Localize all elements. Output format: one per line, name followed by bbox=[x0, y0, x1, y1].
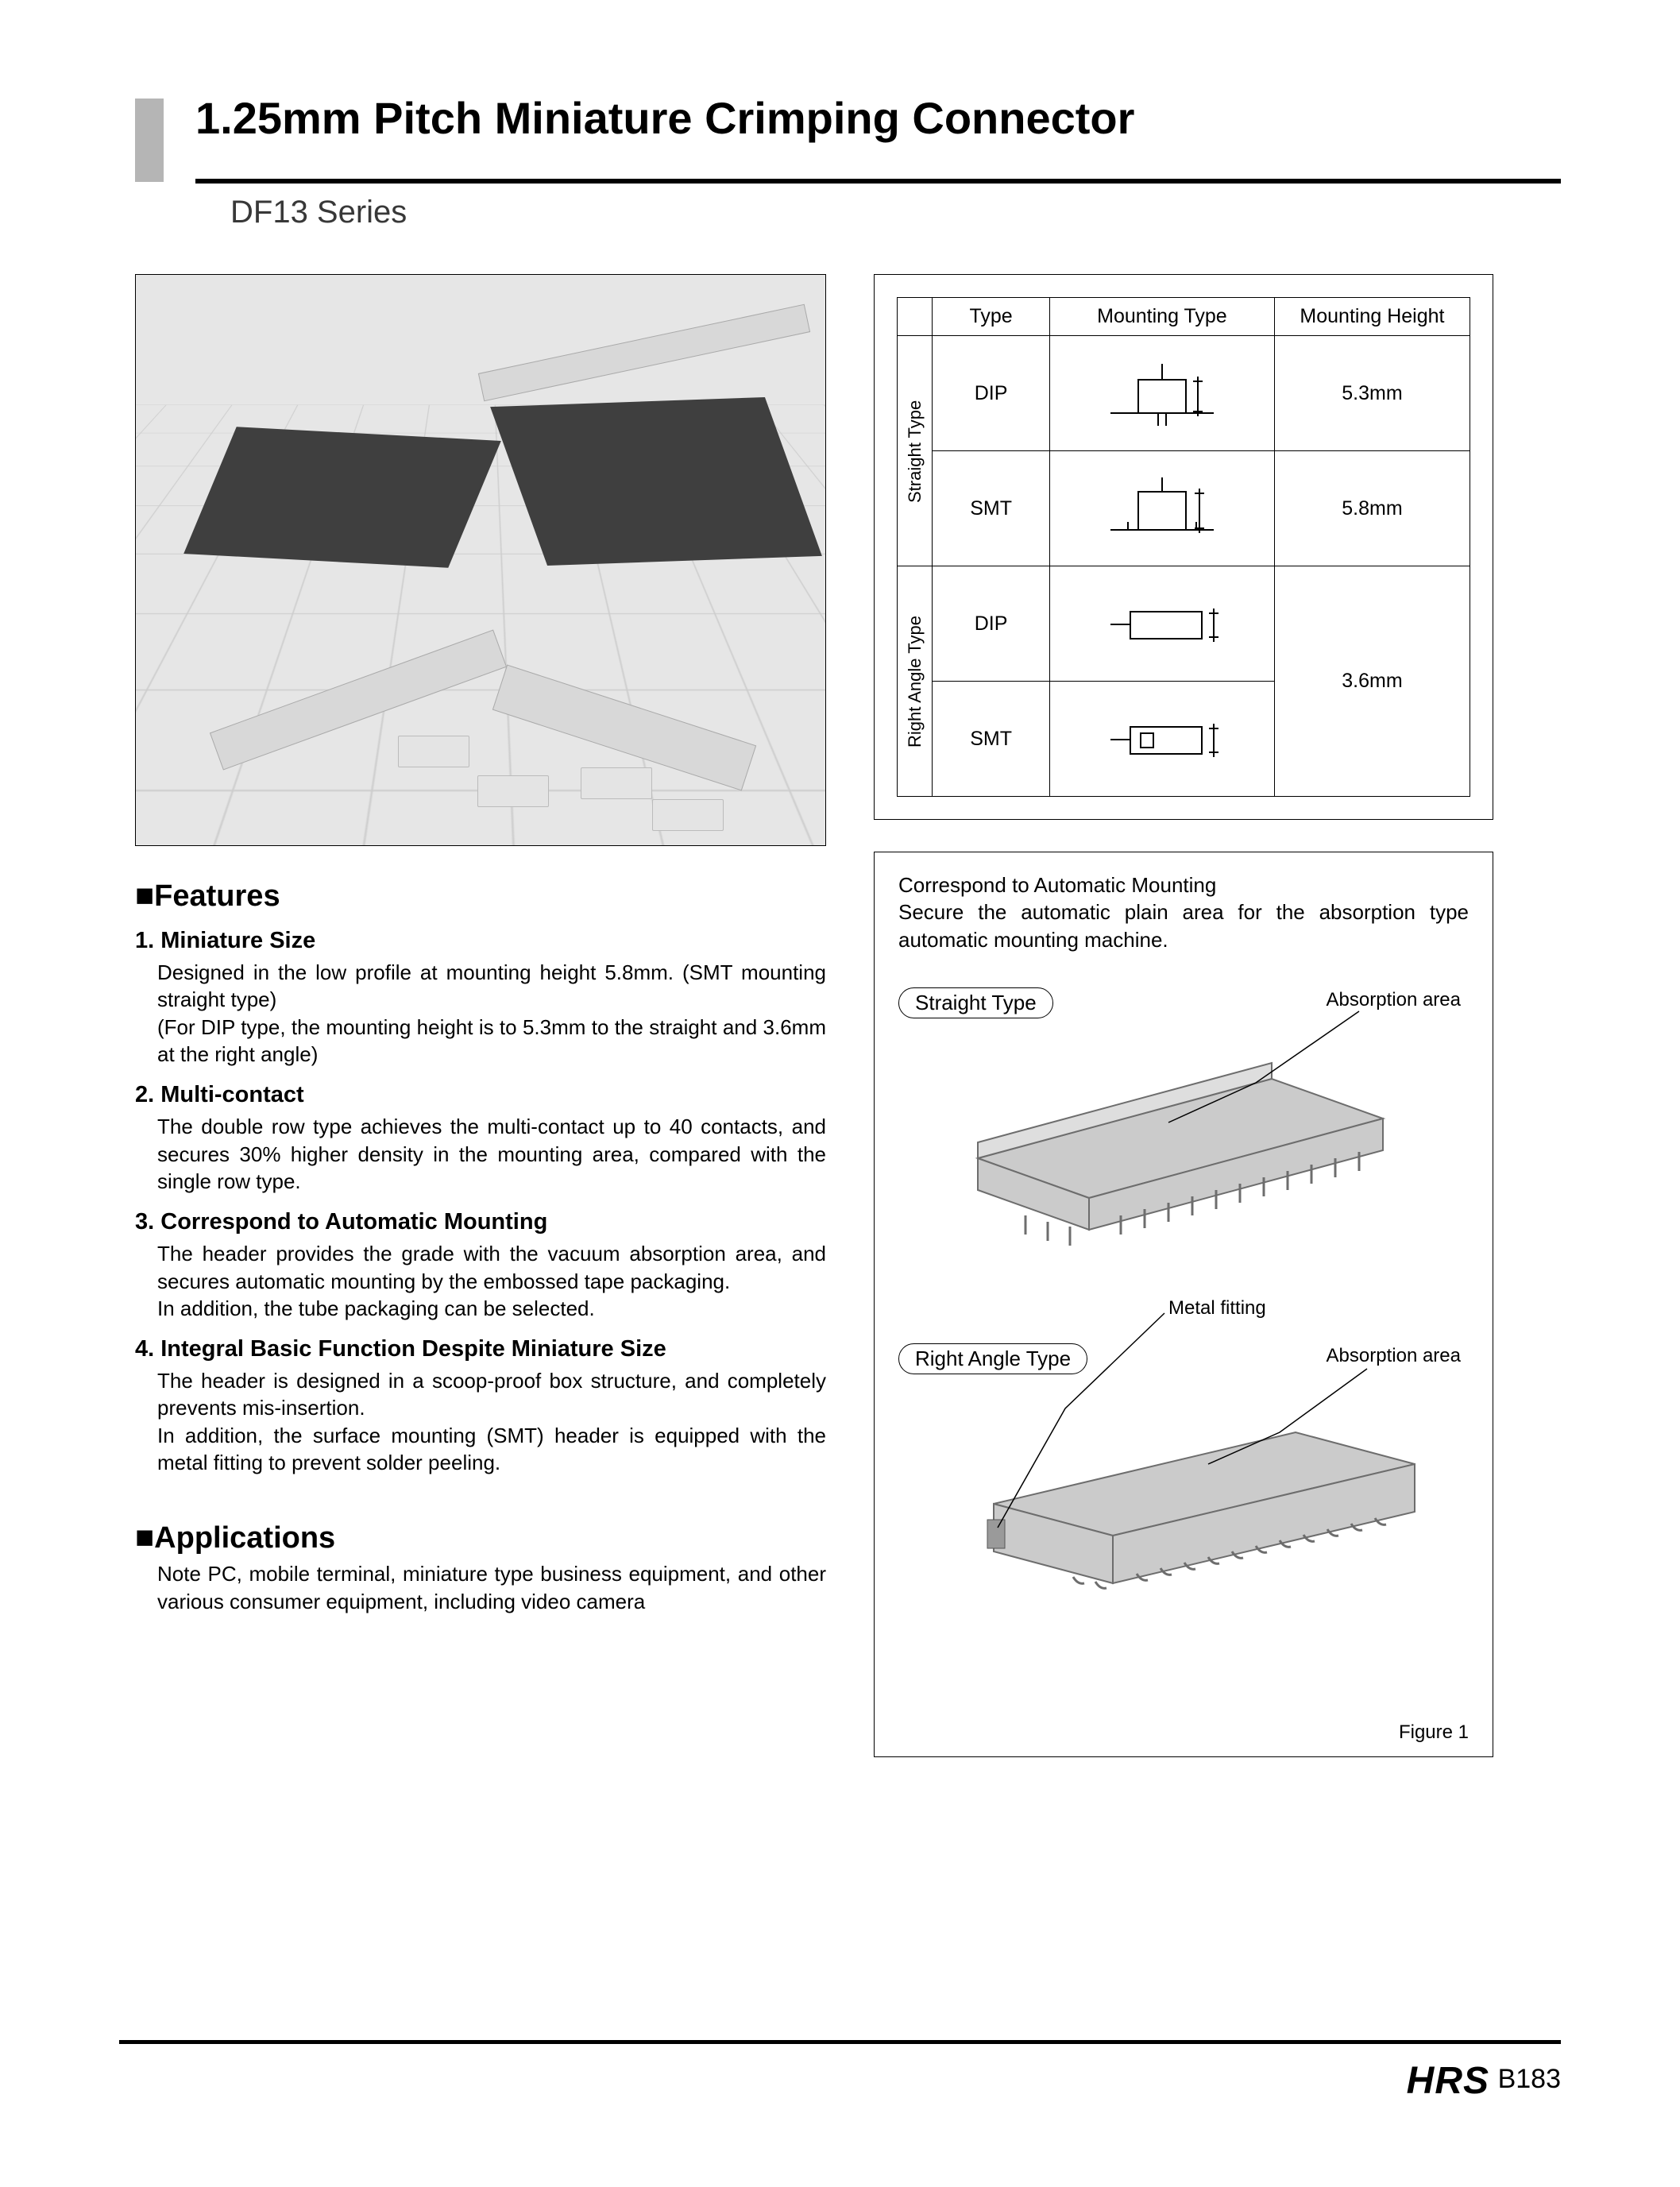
spec-cell-height: 5.8mm bbox=[1274, 451, 1470, 566]
feature-body: The double row type achieves the multi-c… bbox=[157, 1113, 826, 1195]
applications-heading: ■Applications bbox=[135, 1520, 826, 1555]
series-subtitle: DF13 Series bbox=[230, 195, 1561, 230]
feature-item: 1. Miniature Size Designed in the low pr… bbox=[135, 928, 826, 1068]
right-column: Type Mounting Type Mounting Height Strai… bbox=[874, 274, 1493, 1757]
spec-th-type: Type bbox=[933, 298, 1050, 336]
connector-tube bbox=[478, 304, 810, 402]
feature-title: 2. Multi-contact bbox=[135, 1082, 826, 1108]
feature-title: 3. Correspond to Automatic Mounting bbox=[135, 1209, 826, 1235]
feature-body: The header is designed in a scoop-proof … bbox=[157, 1367, 826, 1476]
main-columns: ■Features 1. Miniature Size Designed in … bbox=[135, 274, 1561, 1757]
connector-part bbox=[581, 767, 652, 799]
leader-lines-1 bbox=[875, 852, 1494, 1297]
left-column: ■Features 1. Miniature Size Designed in … bbox=[135, 274, 826, 1757]
feature-item: 3. Correspond to Automatic Mounting The … bbox=[135, 1209, 826, 1322]
spec-group-rightangle: Right Angle Type bbox=[898, 566, 933, 797]
spec-th-mounting: Mounting Type bbox=[1049, 298, 1274, 336]
feature-item: 2. Multi-contact The double row type ach… bbox=[135, 1082, 826, 1195]
spec-group-straight: Straight Type bbox=[898, 336, 933, 566]
spec-cell-type: SMT bbox=[933, 682, 1050, 797]
footer-page: B183 bbox=[1498, 2064, 1561, 2095]
spec-cell-height: 5.3mm bbox=[1274, 336, 1470, 451]
spec-cell-type: DIP bbox=[933, 336, 1050, 451]
spec-table: Type Mounting Type Mounting Height Strai… bbox=[897, 297, 1470, 797]
drawing-straight-dip bbox=[1095, 350, 1230, 437]
feature-title: 1. Miniature Size bbox=[135, 928, 826, 954]
connector-part bbox=[652, 799, 724, 831]
spec-th-height: Mounting Height bbox=[1274, 298, 1470, 336]
footer-rule bbox=[119, 2040, 1561, 2044]
mounting-panel: Correspond to Automatic Mounting Secure … bbox=[874, 852, 1493, 1757]
leader-lines-2 bbox=[875, 1265, 1494, 1710]
pcb-board bbox=[490, 397, 822, 566]
spec-cell-drawing bbox=[1049, 336, 1274, 451]
feature-body: The header provides the grade with the v… bbox=[157, 1240, 826, 1322]
pcb-board bbox=[183, 427, 501, 568]
connector-part bbox=[398, 736, 469, 767]
features-heading: ■Features bbox=[135, 878, 826, 914]
spec-cell-drawing bbox=[1049, 682, 1274, 797]
figure-label: Figure 1 bbox=[1399, 1721, 1469, 1744]
photo-items bbox=[136, 275, 825, 845]
product-photo bbox=[135, 274, 826, 846]
applications-body: Note PC, mobile terminal, miniature type… bbox=[157, 1560, 826, 1615]
feature-title: 4. Integral Basic Function Despite Minia… bbox=[135, 1336, 826, 1362]
features-heading-text: Features bbox=[154, 879, 280, 913]
spec-cell-drawing bbox=[1049, 566, 1274, 682]
spec-cell-height: 3.6mm bbox=[1274, 566, 1470, 797]
spec-cell-type: SMT bbox=[933, 451, 1050, 566]
spec-cell-type: DIP bbox=[933, 566, 1050, 682]
applications-heading-text: Applications bbox=[154, 1521, 335, 1555]
page-title: 1.25mm Pitch Miniature Crimping Connecto… bbox=[195, 94, 1134, 143]
title-rule bbox=[195, 179, 1561, 184]
drawing-straight-smt bbox=[1095, 465, 1230, 552]
drawing-right-dip bbox=[1087, 588, 1238, 659]
feature-item: 4. Integral Basic Function Despite Minia… bbox=[135, 1336, 826, 1476]
spec-table-wrap: Type Mounting Type Mounting Height Strai… bbox=[874, 274, 1493, 820]
connector-part bbox=[477, 775, 549, 807]
feature-body: Designed in the low profile at mounting … bbox=[157, 959, 826, 1068]
title-accent-bar bbox=[135, 99, 164, 182]
title-row: 1.25mm Pitch Miniature Crimping Connecto… bbox=[135, 94, 1561, 182]
spec-cell-drawing bbox=[1049, 451, 1274, 566]
drawing-right-smt bbox=[1087, 703, 1238, 775]
footer-logo: HRS bbox=[1407, 2059, 1489, 2103]
